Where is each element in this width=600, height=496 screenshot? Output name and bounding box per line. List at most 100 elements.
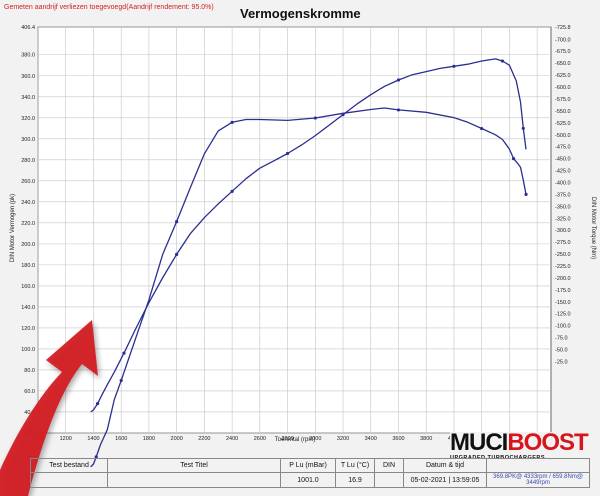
y2-tick-label: -575.0 [555, 97, 571, 103]
table-header-row: Test bestand Test Titel P Lu (mBar) T Lu… [30, 458, 590, 473]
y-tick-label: 360.0 [21, 74, 35, 80]
y2-tick-label: -375.0 [555, 192, 571, 198]
y-tick-label: 60.0 [24, 389, 35, 395]
x-tick-label: 3400 [365, 436, 377, 442]
y2-tick-label: -625.0 [555, 73, 571, 79]
x-tick-label: 2400 [226, 436, 238, 442]
red-arrow [0, 320, 98, 496]
col-din: DIN [374, 458, 404, 473]
x-tick-label: 1800 [143, 436, 155, 442]
y2-tick-label: -600.0 [555, 85, 571, 91]
y-tick-label: 120.0 [21, 326, 35, 332]
data-point-power [285, 151, 290, 156]
data-point-torque [396, 108, 401, 112]
data-point-torque [230, 120, 234, 124]
data-point-power [230, 189, 234, 193]
y2-tick-label: -325.0 [555, 216, 571, 222]
air-pressure-value: 1001.0 [280, 472, 336, 488]
y-tick-label: 100.0 [21, 347, 35, 353]
y-tick-label: 80.0 [24, 368, 35, 374]
y-tick-label: 40.0 [24, 410, 35, 416]
y2-tick-label: -525.0 [555, 121, 571, 127]
col-date-time: Datum & tijd [403, 458, 487, 473]
y-tick-label: 340.0 [21, 95, 35, 101]
peak-result-value: 369.8PK@ 4333rpm / 659.8Nm@ 3449rpm [486, 472, 590, 488]
date-time-value: 05-02-2021 | 13:59:05 [403, 472, 487, 488]
y-tick-label: 160.0 [21, 284, 35, 290]
y2-tick-label: -25.0 [555, 359, 568, 365]
data-point-torque [480, 126, 484, 131]
x-tick-label: 3200 [337, 436, 349, 442]
y2-tick-label: -75.0 [555, 336, 568, 342]
y2-tick-label: -475.0 [555, 145, 571, 151]
y2-tick-label: -150.0 [555, 300, 571, 306]
data-point-torque [511, 157, 516, 161]
data-point-torque [524, 192, 528, 197]
y2-tick-label: -200.0 [555, 276, 571, 282]
data-point-power [175, 252, 179, 256]
data-point-torque [94, 455, 98, 459]
y-axis-label: DIN Motor Vermogen (pk) [10, 194, 16, 262]
data-point-power [521, 126, 525, 130]
col-air-temp: T Lu (°C) [335, 458, 375, 473]
y2-tick-label: -500.0 [555, 133, 571, 139]
x-axis-label: Toerental (rpm) [275, 437, 316, 443]
x-tick-label: 1600 [115, 436, 127, 442]
x-tick-label: 3800 [420, 436, 432, 442]
y-tick-label: 240.0 [21, 200, 35, 206]
data-point-power [396, 78, 401, 82]
x-tick-label: 3000 [309, 436, 321, 442]
col-result [486, 458, 590, 473]
data-point-torque [175, 220, 179, 224]
y2-tick-label: -250.0 [555, 252, 571, 258]
y2-axis-label: DIN Motor Torque (Nm) [590, 197, 596, 259]
y-tick-label: 300.0 [21, 137, 35, 143]
y-tick-label: 260.0 [21, 179, 35, 185]
test-info-table: Test bestand Test Titel P Lu (mBar) T Lu… [30, 458, 600, 496]
y2-tick-label: -300.0 [555, 228, 571, 234]
y2-tick-label: -100.0 [555, 324, 571, 330]
y-tick-label: 220.0 [21, 221, 35, 227]
x-tick-label: 3600 [392, 436, 404, 442]
y2-tick-label: -175.0 [555, 288, 571, 294]
col-test-file: Test bestand [30, 458, 108, 473]
data-point-torque [313, 116, 317, 120]
din-value [374, 472, 404, 488]
table-row: 1001.0 16.9 05-02-2021 | 13:59:05 369.8P… [30, 472, 590, 488]
right-axis-ticks: -725.8 -700.0 -675.0 -650.0 -625.0 -600.0 -575… [555, 25, 571, 365]
series-line-torque [90, 107, 527, 468]
y2-tick-label: -350.0 [555, 204, 571, 210]
air-temp-value: 16.9 [335, 472, 375, 488]
y2-tick-label: -425.0 [555, 169, 571, 175]
y2-tick-label: -275.0 [555, 240, 571, 246]
y-tick-label: 180.0 [21, 263, 35, 269]
data-point-power [452, 64, 456, 68]
arrow-icon [0, 320, 98, 496]
x-tick-label: 2600 [254, 436, 266, 442]
y2-tick-label: -675.0 [555, 49, 571, 55]
data-point-power [122, 351, 126, 355]
x-tick-label: 1400 [87, 436, 99, 442]
y-tick-label: 320.0 [21, 116, 35, 122]
y-tick-label: 280.0 [21, 158, 35, 164]
y2-tick-label: -50.0 [555, 347, 568, 353]
y2-tick-label: -225.0 [555, 264, 571, 270]
left-axis-ticks: 406.4 380.0 360.0 340.0 320.0 300.0 280.0 260.0… [21, 25, 35, 437]
y2-tick-label: -550.0 [555, 109, 571, 115]
data-point-power [500, 59, 505, 63]
test-file-value [30, 472, 108, 488]
drivetrain-loss-note: Gemeten aandrijf verliezen toegevoegd(Aa… [4, 4, 214, 11]
curves [90, 58, 528, 468]
chart-title: Vermogenskromme [240, 6, 361, 21]
col-test-title: Test Titel [107, 458, 281, 473]
x-tick-label: 2000 [171, 436, 183, 442]
data-point-torque [119, 378, 123, 383]
y2-tick-label: -125.0 [555, 312, 571, 318]
x-tick-label: 1200 [60, 436, 72, 442]
y2-tick-label: -700.0 [555, 37, 571, 43]
brand-name: MUCIBOOST [450, 429, 589, 456]
data-point-power [96, 401, 100, 406]
y2-tick-label: -450.0 [555, 157, 571, 163]
